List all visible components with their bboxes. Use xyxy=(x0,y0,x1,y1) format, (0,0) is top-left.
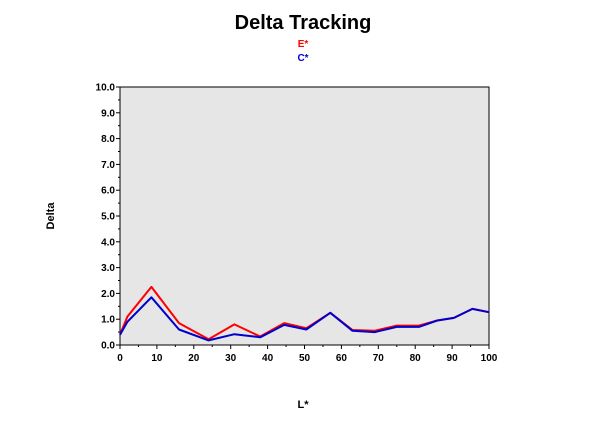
x-tick-label: 60 xyxy=(336,353,348,364)
y-tick-label: 8.0 xyxy=(101,134,115,145)
legend-entry-c: C* xyxy=(297,53,308,64)
x-tick-label: 10 xyxy=(151,353,163,364)
y-tick-label: 5.0 xyxy=(101,212,115,223)
y-tick-label: 6.0 xyxy=(101,186,115,197)
x-tick-label: 0 xyxy=(117,353,123,364)
y-axis-label: Delta xyxy=(45,202,57,230)
y-tick-label: 3.0 xyxy=(101,263,115,274)
x-tick-label: 100 xyxy=(481,353,498,364)
y-tick-label: 10.0 xyxy=(96,83,116,94)
chart-title: Delta Tracking xyxy=(235,12,372,34)
x-tick-label: 40 xyxy=(262,353,274,364)
x-tick-label: 90 xyxy=(447,353,459,364)
y-tick-label: 9.0 xyxy=(101,108,115,119)
x-tick-label: 50 xyxy=(299,353,311,364)
y-axis-ticks: 0.0 1.0 2.0 3.0 4.0 5.0 6.0 7.0 8.0 9.0 10.0 xyxy=(96,83,120,352)
y-tick-label: 2.0 xyxy=(101,289,115,300)
y-tick-label: 1.0 xyxy=(101,315,115,326)
series-line-c xyxy=(119,296,490,342)
y-tick-label: 4.0 xyxy=(101,237,115,248)
x-tick-label: 80 xyxy=(410,353,422,364)
x-tick-label: 20 xyxy=(188,353,200,364)
x-tick-label: 30 xyxy=(225,353,237,364)
y-tick-label: 7.0 xyxy=(101,160,115,171)
x-tick-label: 70 xyxy=(373,353,385,364)
x-axis-label: L* xyxy=(298,399,310,411)
y-tick-label: 0.0 xyxy=(101,341,115,352)
legend-entry-e: E* xyxy=(298,39,309,50)
plot-area xyxy=(119,86,490,346)
series-layer xyxy=(119,285,490,342)
x-axis-ticks: 0 10 20 30 40 50 60 70 80 90 100 xyxy=(117,345,498,364)
